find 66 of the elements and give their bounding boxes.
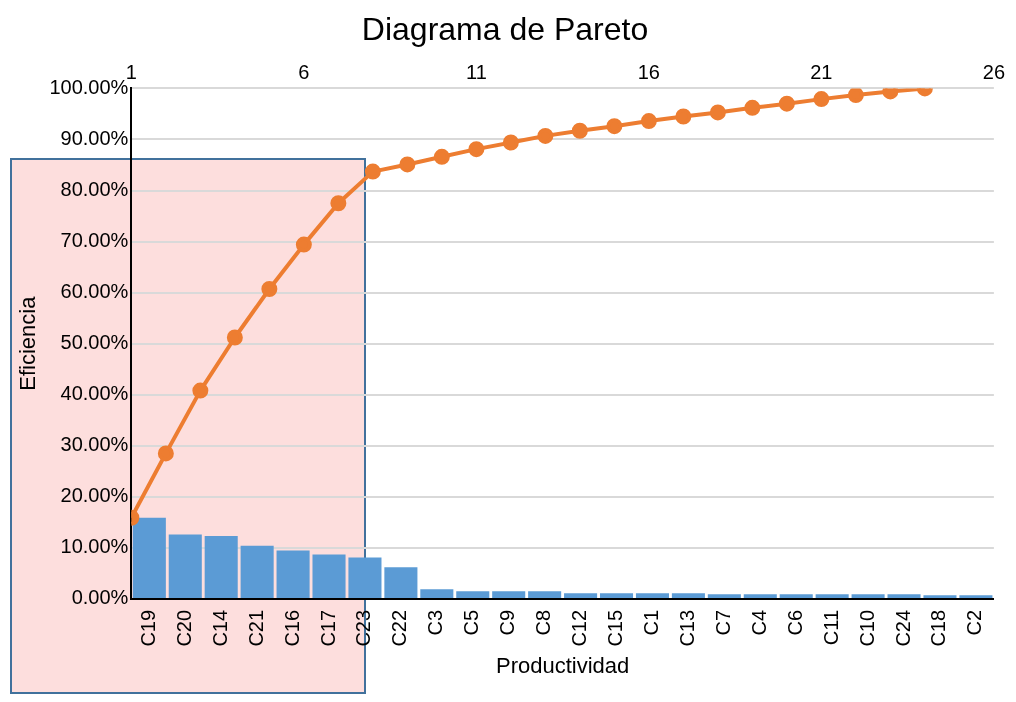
bar: [815, 594, 849, 598]
x-tick-label: C9: [496, 609, 519, 636]
bar: [276, 550, 310, 598]
x-tick-label: C14: [208, 609, 231, 647]
x-tick-label: C4: [747, 609, 770, 636]
bar: [420, 589, 454, 598]
x2-tick-label: 6: [298, 60, 310, 83]
y-axis-title: Eficiencia: [15, 295, 41, 391]
bar: [707, 594, 741, 598]
x-tick-label: C22: [388, 609, 411, 647]
x-tick-label: C12: [568, 609, 591, 647]
x-tick-label: C13: [675, 609, 698, 647]
x-tick-label: C23: [352, 609, 375, 647]
bar: [779, 594, 813, 598]
y-tick-label: 20.00%: [60, 484, 129, 507]
bar: [240, 545, 274, 598]
x2-tick-label: 26: [982, 60, 1005, 83]
y-tick-label: 30.00%: [60, 433, 129, 456]
x-tick-label: C2: [963, 609, 986, 636]
x-tick-label: C5: [460, 609, 483, 636]
x-tick-label: C11: [819, 609, 842, 646]
y-tick-label: 40.00%: [60, 382, 129, 405]
y-tick-label: 0.00%: [71, 586, 129, 609]
y-tick-label: 50.00%: [60, 331, 129, 354]
bar: [671, 593, 705, 598]
x-tick-label: C18: [927, 609, 950, 647]
bar: [887, 594, 921, 598]
bar: [564, 593, 598, 598]
bar: [312, 554, 346, 598]
x2-tick-label: 11: [465, 60, 487, 83]
y-tick-label: 70.00%: [60, 229, 129, 252]
x-tick-label: C19: [136, 609, 159, 647]
x-tick-label: C24: [891, 609, 914, 647]
bar: [492, 591, 526, 598]
bar: [635, 593, 669, 598]
bar: [851, 594, 885, 598]
x-tick-label: C16: [280, 609, 303, 647]
y-tick-label: 60.00%: [60, 280, 129, 303]
bar: [959, 595, 993, 598]
x-tick-label: C1: [639, 609, 662, 636]
bar: [204, 536, 238, 598]
bar: [743, 594, 777, 598]
y-tick-label: 80.00%: [60, 178, 129, 201]
x2-tick-label: 21: [810, 60, 833, 83]
x-tick-label: C20: [172, 609, 195, 647]
bar: [384, 567, 418, 598]
x-tick-label: C17: [316, 609, 339, 647]
bar: [348, 557, 382, 598]
bar: [599, 593, 634, 598]
bar: [923, 595, 957, 598]
bar: [132, 517, 166, 598]
x-tick-label: C3: [424, 609, 447, 636]
chart-title: Diagrama de Pareto: [361, 11, 649, 48]
bar: [456, 591, 490, 598]
x2-tick-label: 16: [637, 60, 660, 83]
x-tick-label: C15: [604, 609, 627, 647]
x-tick-label: C21: [244, 609, 267, 647]
x-tick-label: C7: [711, 609, 734, 636]
y-tick-label: 90.00%: [60, 126, 129, 149]
y-tick-label: 10.00%: [60, 535, 129, 558]
x-axis-title: Productividad: [495, 652, 630, 678]
bar: [168, 534, 202, 598]
x-tick-label: C8: [532, 609, 555, 636]
x-tick-label: C6: [783, 609, 806, 636]
x-tick-label: C10: [855, 609, 878, 647]
bar: [528, 591, 562, 598]
